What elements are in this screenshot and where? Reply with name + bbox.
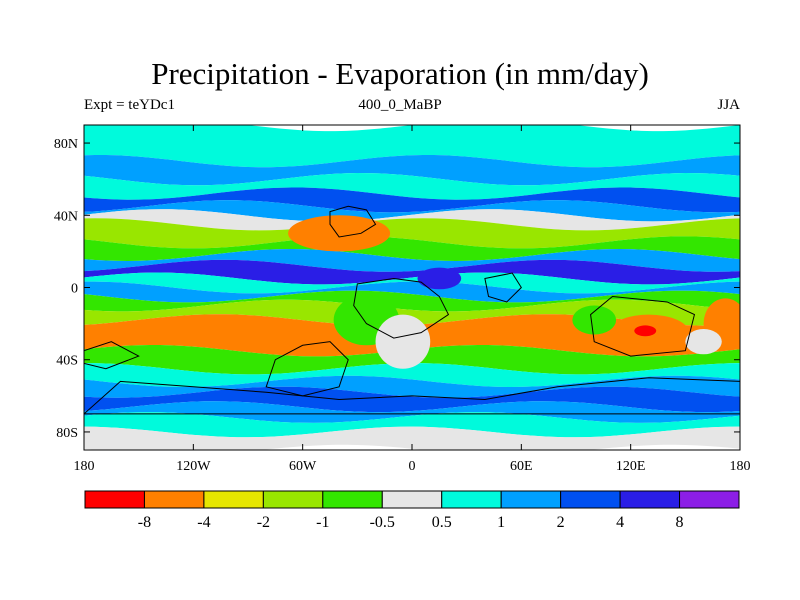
coastline bbox=[84, 205, 740, 415]
lat-tick-label: 80N bbox=[54, 137, 78, 152]
season-label: JJA bbox=[717, 97, 740, 113]
colorbar-swatch bbox=[203, 490, 264, 509]
pe-band bbox=[84, 125, 740, 168]
landmass-outline bbox=[329, 205, 377, 238]
landmass-outline bbox=[265, 341, 349, 397]
landmass-outline bbox=[590, 296, 696, 357]
landmass-outline bbox=[484, 272, 522, 303]
pe-band bbox=[84, 401, 740, 423]
pe-band bbox=[84, 236, 740, 262]
colorbar-label: 4 bbox=[616, 514, 624, 531]
pe-anomaly bbox=[685, 329, 722, 355]
pe-field bbox=[84, 125, 740, 450]
lon-tick-label: 180 bbox=[74, 459, 95, 474]
pe-band bbox=[84, 272, 740, 294]
colorbar-swatch bbox=[560, 490, 621, 509]
map-title: Precipitation - Evaporation (in mm/day) bbox=[151, 56, 649, 91]
pe-band bbox=[84, 187, 740, 213]
lon-tick-label: 120E bbox=[616, 459, 646, 474]
pe-anomaly bbox=[634, 325, 657, 337]
time-label: 400_0_MaBP bbox=[358, 97, 442, 113]
pe-anomaly bbox=[572, 305, 617, 335]
axis-ticks: 80N 40N 0 40S 80S 180 120W 60W 0 60E 120E 180 bbox=[54, 125, 751, 474]
lat-tick-label: 80S bbox=[56, 426, 78, 441]
pe-band bbox=[84, 375, 740, 398]
lat-tick-label: 40S bbox=[56, 354, 78, 369]
colorbar-swatch bbox=[262, 490, 324, 509]
pe-band bbox=[84, 259, 740, 285]
colorbar: -8 -4 -2 -1 -0.5 0.5 1 2 4 8 bbox=[84, 490, 740, 531]
pe-band bbox=[84, 281, 740, 303]
lon-tick-label: 60E bbox=[510, 459, 533, 474]
colorbar-label: 2 bbox=[557, 514, 565, 531]
lat-tick-label: 40N bbox=[54, 209, 78, 224]
lon-tick-label: 180 bbox=[730, 459, 751, 474]
lon-tick-label: 0 bbox=[409, 459, 416, 474]
colorbar-label: -0.5 bbox=[370, 514, 395, 531]
lat-tick-label: 0 bbox=[71, 282, 78, 297]
landmass-outline bbox=[84, 377, 740, 415]
experiment-label: Expt = teYDc1 bbox=[84, 97, 175, 113]
colorbar-swatch bbox=[500, 490, 562, 509]
pe-band bbox=[84, 200, 740, 222]
pe-anomaly bbox=[375, 314, 431, 369]
pe-band bbox=[84, 290, 740, 312]
colorbar-label: -8 bbox=[138, 514, 151, 531]
colorbar-swatch bbox=[381, 490, 443, 509]
colorbar-swatch bbox=[679, 490, 740, 509]
pe-band bbox=[84, 248, 740, 272]
colorbar-swatch bbox=[441, 490, 502, 509]
colorbar-swatch bbox=[84, 490, 145, 509]
colorbar-swatch bbox=[322, 490, 383, 509]
lon-tick-label: 120W bbox=[176, 459, 211, 474]
colorbar-swatch bbox=[143, 490, 205, 509]
colorbar-swatch bbox=[619, 490, 681, 509]
landmass-outline bbox=[84, 341, 140, 370]
colorbar-label: -1 bbox=[316, 514, 329, 531]
colorbar-label: 0.5 bbox=[432, 514, 452, 531]
pe-band bbox=[84, 173, 740, 200]
colorbar-label: -4 bbox=[197, 514, 210, 531]
lon-tick-label: 60W bbox=[289, 459, 317, 474]
pe-anomaly bbox=[417, 267, 462, 290]
pe-band bbox=[84, 363, 740, 387]
colorbar-label: -2 bbox=[257, 514, 270, 531]
pe-band bbox=[84, 209, 740, 231]
pe-band bbox=[84, 154, 740, 186]
colorbar-label: 8 bbox=[676, 514, 684, 531]
pe-band bbox=[84, 412, 740, 438]
pe-band bbox=[84, 299, 740, 326]
colorbar-label: 1 bbox=[497, 514, 505, 531]
landmass-outline bbox=[353, 277, 450, 339]
pe-band bbox=[84, 386, 740, 413]
pe-band bbox=[84, 426, 740, 450]
pe-band bbox=[84, 218, 740, 249]
pe-anomaly bbox=[288, 215, 391, 252]
